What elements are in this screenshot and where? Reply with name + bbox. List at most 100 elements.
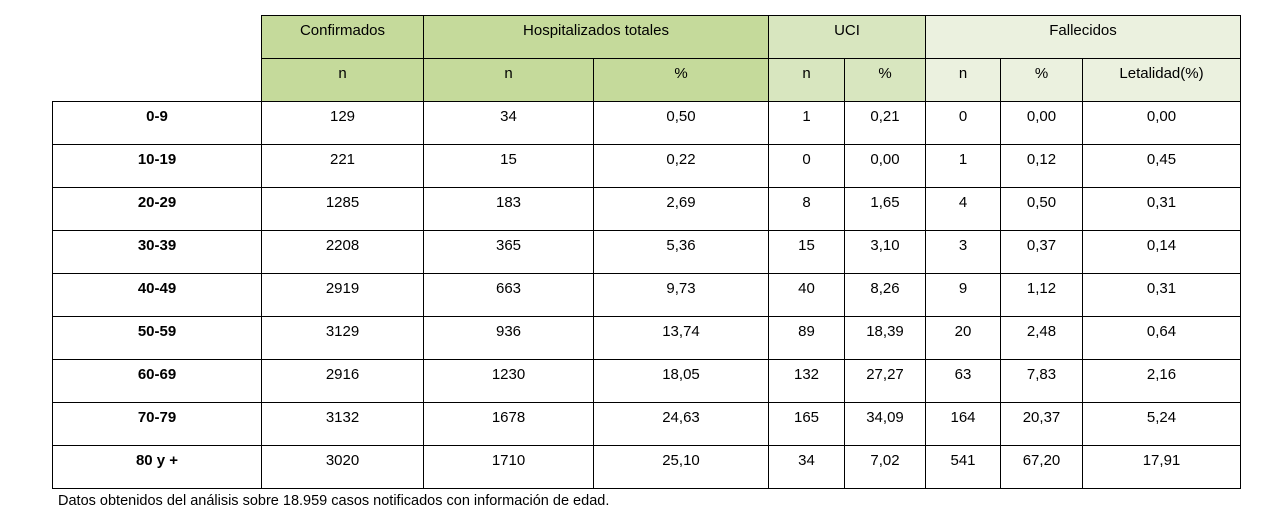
cell-uci-n: 15 — [768, 230, 845, 274]
cell-letalidad: 0,31 — [1082, 187, 1241, 231]
cell-uci-pct: 18,39 — [844, 316, 926, 360]
cell-uci-n: 1 — [768, 101, 845, 145]
cell-letalidad: 5,24 — [1082, 402, 1241, 446]
subheader-fall-n: n — [925, 58, 1001, 102]
header-confirmados: Confirmados — [261, 15, 424, 59]
cell-hosp-n: 34 — [423, 101, 594, 145]
cell-fall-n: 541 — [925, 445, 1001, 489]
cell-fall-n: 20 — [925, 316, 1001, 360]
cell-uci-pct: 7,02 — [844, 445, 926, 489]
table-row: 50-59 3129 936 13,74 89 18,39 20 2,48 0,64 — [52, 316, 1241, 360]
cell-hosp-n: 15 — [423, 144, 594, 188]
table-row: 0-9 129 34 0,50 1 0,21 0 0,00 0,00 — [52, 101, 1241, 145]
row-age-label: 10-19 — [52, 144, 262, 188]
cell-letalidad: 0,31 — [1082, 273, 1241, 317]
table-row: 20-29 1285 183 2,69 8 1,65 4 0,50 0,31 — [52, 187, 1241, 231]
cell-hosp-n: 183 — [423, 187, 594, 231]
header-uci: UCI — [768, 15, 926, 59]
subheader-confirmados-n: n — [261, 58, 424, 102]
cell-confirmados-n: 129 — [261, 101, 424, 145]
cell-uci-pct: 0,21 — [844, 101, 926, 145]
row-age-label: 50-59 — [52, 316, 262, 360]
cell-confirmados-n: 3129 — [261, 316, 424, 360]
cell-confirmados-n: 3132 — [261, 402, 424, 446]
cell-hosp-n: 1230 — [423, 359, 594, 403]
table-row: 10-19 221 15 0,22 0 0,00 1 0,12 0,45 — [52, 144, 1241, 188]
empty-corner-cell — [53, 16, 262, 59]
cell-uci-n: 34 — [768, 445, 845, 489]
cell-confirmados-n: 221 — [261, 144, 424, 188]
cell-hosp-n: 365 — [423, 230, 594, 274]
cell-letalidad: 17,91 — [1082, 445, 1241, 489]
subheader-uci-pct: % — [844, 58, 926, 102]
cell-uci-n: 132 — [768, 359, 845, 403]
age-statistics-table: Confirmados Hospitalizados totales UCI F… — [52, 15, 1241, 489]
group-header-row: Confirmados Hospitalizados totales UCI F… — [53, 15, 1241, 59]
cell-confirmados-n: 2919 — [261, 273, 424, 317]
cell-fall-n: 4 — [925, 187, 1001, 231]
cell-fall-n: 1 — [925, 144, 1001, 188]
row-age-label: 30-39 — [52, 230, 262, 274]
row-age-label: 40-49 — [52, 273, 262, 317]
cell-fall-n: 3 — [925, 230, 1001, 274]
cell-hosp-pct: 5,36 — [593, 230, 769, 274]
cell-uci-n: 40 — [768, 273, 845, 317]
cell-fall-n: 9 — [925, 273, 1001, 317]
cell-confirmados-n: 2916 — [261, 359, 424, 403]
cell-fall-pct: 0,50 — [1000, 187, 1083, 231]
cell-uci-pct: 0,00 — [844, 144, 926, 188]
table-row: 60-69 2916 1230 18,05 132 27,27 63 7,83 2,16 — [52, 359, 1241, 403]
table-row: 70-79 3132 1678 24,63 165 34,09 164 20,37 5,24 — [52, 402, 1241, 446]
cell-hosp-pct: 2,69 — [593, 187, 769, 231]
cell-fall-n: 164 — [925, 402, 1001, 446]
cell-confirmados-n: 1285 — [261, 187, 424, 231]
cell-uci-n: 89 — [768, 316, 845, 360]
cell-letalidad: 0,00 — [1082, 101, 1241, 145]
cell-hosp-pct: 9,73 — [593, 273, 769, 317]
cell-hosp-pct: 0,22 — [593, 144, 769, 188]
cell-fall-n: 63 — [925, 359, 1001, 403]
table-row: 30-39 2208 365 5,36 15 3,10 3 0,37 0,14 — [52, 230, 1241, 274]
empty-corner-cell — [53, 59, 262, 102]
subheader-fall-pct: % — [1000, 58, 1083, 102]
table-row: 80 y +3020 1710 25,10 34 7,02 541 67,20 17,91 — [52, 445, 1241, 489]
cell-uci-pct: 27,27 — [844, 359, 926, 403]
cell-letalidad: 0,45 — [1082, 144, 1241, 188]
cell-uci-n: 0 — [768, 144, 845, 188]
sub-header-row: n n % n % n % Letalidad(%) — [53, 58, 1241, 102]
cell-hosp-n: 1710 — [423, 445, 594, 489]
cell-fall-pct: 67,20 — [1000, 445, 1083, 489]
cell-uci-pct: 3,10 — [844, 230, 926, 274]
cell-uci-n: 165 — [768, 402, 845, 446]
row-age-label: 60-69 — [52, 359, 262, 403]
subheader-letalidad: Letalidad(%) — [1082, 58, 1241, 102]
cell-hosp-pct: 24,63 — [593, 402, 769, 446]
cell-hosp-pct: 13,74 — [593, 316, 769, 360]
header-fallecidos: Fallecidos — [925, 15, 1241, 59]
header-hospitalizados: Hospitalizados totales — [423, 15, 769, 59]
cell-confirmados-n: 2208 — [261, 230, 424, 274]
row-age-label: 20-29 — [52, 187, 262, 231]
cell-fall-pct: 0,12 — [1000, 144, 1083, 188]
cell-uci-pct: 34,09 — [844, 402, 926, 446]
cell-fall-pct: 0,00 — [1000, 101, 1083, 145]
cell-hosp-n: 936 — [423, 316, 594, 360]
row-age-label: 80 y + — [52, 445, 262, 489]
row-age-label: 0-9 — [52, 101, 262, 145]
cell-confirmados-n: 3020 — [261, 445, 424, 489]
cell-fall-pct: 2,48 — [1000, 316, 1083, 360]
row-age-label: 70-79 — [52, 402, 262, 446]
cell-uci-pct: 8,26 — [844, 273, 926, 317]
cell-fall-pct: 7,83 — [1000, 359, 1083, 403]
subheader-hosp-n: n — [423, 58, 594, 102]
cell-hosp-pct: 25,10 — [593, 445, 769, 489]
cell-letalidad: 2,16 — [1082, 359, 1241, 403]
footnote: Datos obtenidos del análisis sobre 18.95… — [58, 493, 610, 509]
table-row: 40-49 2919 663 9,73 40 8,26 9 1,12 0,31 — [52, 273, 1241, 317]
cell-hosp-pct: 18,05 — [593, 359, 769, 403]
cell-hosp-pct: 0,50 — [593, 101, 769, 145]
cell-letalidad: 0,14 — [1082, 230, 1241, 274]
cell-hosp-n: 663 — [423, 273, 594, 317]
cell-fall-pct: 0,37 — [1000, 230, 1083, 274]
subheader-hosp-pct: % — [593, 58, 769, 102]
